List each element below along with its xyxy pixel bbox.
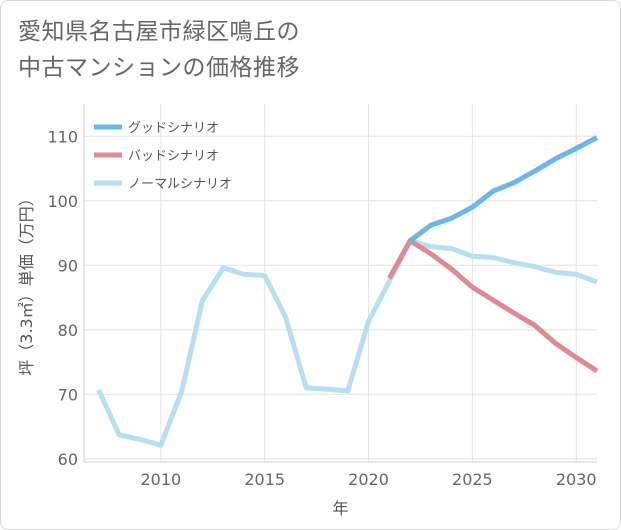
x-tick-label: 2010 bbox=[140, 470, 181, 489]
x-axis-label: 年 bbox=[332, 499, 348, 518]
y-tick-label: 100 bbox=[47, 192, 78, 211]
x-tick-label: 2025 bbox=[452, 470, 493, 489]
series-lines bbox=[96, 135, 599, 448]
grid-lines bbox=[83, 104, 597, 463]
y-tick-label: 70 bbox=[58, 385, 78, 404]
y-tick-label: 110 bbox=[47, 127, 78, 146]
legend-label: ノーマルシナリオ bbox=[128, 177, 232, 192]
x-tick-label: 2020 bbox=[348, 470, 389, 489]
y-axis-ticks: 60 70 80 90 100 110 bbox=[47, 127, 78, 469]
y-axis-label: 坪（3.3㎡）単価（万円） bbox=[17, 190, 36, 375]
x-tick-label: 2015 bbox=[244, 470, 285, 489]
y-tick-label: 60 bbox=[58, 450, 78, 469]
chart-title: 愛知県名古屋市緑区鳴丘の 中古マンションの価格推移 bbox=[18, 14, 300, 86]
series-line-1 bbox=[408, 135, 599, 243]
chart-title-line1: 愛知県名古屋市緑区鳴丘の bbox=[18, 19, 300, 45]
chart-title-line2: 中古マンションの価格推移 bbox=[18, 55, 300, 81]
y-tick-label: 90 bbox=[58, 256, 78, 275]
x-tick-label: 2030 bbox=[556, 470, 597, 489]
x-axis-ticks: 2010 2015 2020 2025 2030 bbox=[140, 470, 596, 489]
series-line-2 bbox=[387, 238, 599, 374]
series-line-3 bbox=[96, 238, 598, 448]
legend-label: グッドシナリオ bbox=[128, 121, 219, 136]
y-tick-label: 80 bbox=[58, 321, 78, 340]
legend-label: バッドシナリオ bbox=[128, 149, 219, 164]
